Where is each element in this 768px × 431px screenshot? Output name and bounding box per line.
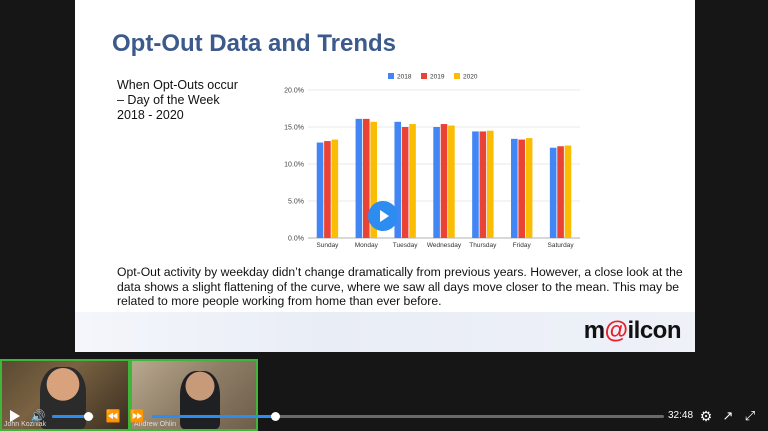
chart-bar: [362, 118, 370, 238]
presentation-slide: Opt-Out Data and Trends When Opt-Outs oc…: [75, 0, 695, 352]
chart-bar: [331, 139, 339, 238]
chart-svg: 0.0% 5.0% 10.0% 15.0% 20.0% Sunday Monday Tuesd…: [284, 73, 580, 249]
x-tick-label: Monday: [355, 242, 379, 249]
volume-slider[interactable]: [52, 412, 94, 421]
gear-icon[interactable]: ⚙: [699, 408, 713, 424]
webcam-name-label: Andrew Ohlin: [134, 421, 177, 428]
play-icon[interactable]: [6, 406, 22, 426]
chart-bar: [440, 124, 448, 238]
chart-bar: [549, 147, 557, 238]
slide-footer: m@ilcon: [75, 312, 695, 352]
slide-title: Opt-Out Data and Trends: [112, 30, 397, 57]
rewind-icon[interactable]: ⏪: [105, 409, 121, 423]
legend-label: 2019: [430, 74, 445, 81]
x-tick-label: Wednesday: [427, 242, 462, 249]
y-tick-label: 0.0%: [288, 236, 304, 243]
mailcon-logo: m@ilcon: [583, 317, 682, 345]
chart-bar: [486, 130, 494, 238]
y-tick-label: 10.0%: [284, 162, 304, 169]
chart-bar: [564, 145, 572, 238]
legend-label: 2018: [397, 74, 412, 81]
volume-fill: [52, 415, 88, 418]
webcam-name-label: John Kozniak: [4, 421, 47, 428]
time-remaining: 32:48: [668, 410, 694, 421]
logo-at: @: [604, 317, 628, 344]
chart-bar: [409, 124, 416, 238]
chart-bar: [525, 138, 533, 238]
seek-bar[interactable]: [152, 412, 664, 421]
chart-bar: [557, 146, 564, 238]
chart-bar: [518, 139, 526, 238]
chart-bar: [511, 138, 518, 238]
x-tick-label: Sunday: [316, 242, 339, 249]
y-tick-label: 15.0%: [284, 125, 304, 132]
bar-chart: 0.0% 5.0% 10.0% 15.0% 20.0% Sunday Monday Tuesd…: [270, 68, 590, 253]
seek-progress: [152, 415, 275, 418]
chart-bar: [433, 127, 440, 238]
chart-bar: [355, 118, 363, 238]
x-tick-label: Tuesday: [393, 242, 418, 249]
center-play-button[interactable]: [368, 201, 398, 231]
chart-bar: [472, 131, 479, 238]
y-tick-label: 20.0%: [284, 88, 304, 95]
chart-bar: [479, 131, 487, 238]
chart-bar: [448, 125, 455, 238]
legend-label: 2020: [463, 74, 478, 81]
legend-swatch: [421, 73, 427, 79]
fast-forward-icon[interactable]: ⏩: [129, 409, 145, 423]
slide-body-text: Opt-Out activity by weekday didn’t chang…: [117, 265, 683, 309]
fullscreen-icon[interactable]: ⤢: [744, 408, 756, 423]
x-tick-label: Thursday: [469, 242, 497, 249]
player-controls: 🔊 ⏪ ⏩ 32:48 ⚙ ↗ ⤢: [0, 402, 768, 431]
speaker-video: [180, 371, 220, 429]
legend-swatch: [388, 73, 394, 79]
chart-bar: [316, 142, 324, 238]
seek-knob[interactable]: [270, 412, 280, 421]
popout-icon[interactable]: ↗: [722, 408, 734, 423]
webcam-tile-2[interactable]: Andrew Ohlin: [130, 359, 258, 431]
legend-swatch: [454, 73, 460, 79]
speaker-video: [40, 367, 86, 429]
chart-bar: [324, 141, 331, 238]
logo-prefix: m: [583, 317, 605, 344]
chart-bar: [401, 127, 409, 238]
x-tick-label: Friday: [513, 242, 532, 249]
chart-bar: [370, 121, 377, 238]
webcam-tile-1[interactable]: John Kozniak: [0, 359, 130, 431]
chart-bar: [394, 121, 402, 238]
y-tick-label: 5.0%: [288, 199, 304, 206]
slide-subtitle: When Opt-Outs occur – Day of the Week 20…: [117, 78, 238, 122]
volume-icon[interactable]: 🔊: [30, 409, 46, 423]
x-tick-label: Saturday: [548, 242, 575, 249]
volume-knob[interactable]: [83, 412, 93, 421]
logo-suffix: ilcon: [627, 317, 681, 344]
